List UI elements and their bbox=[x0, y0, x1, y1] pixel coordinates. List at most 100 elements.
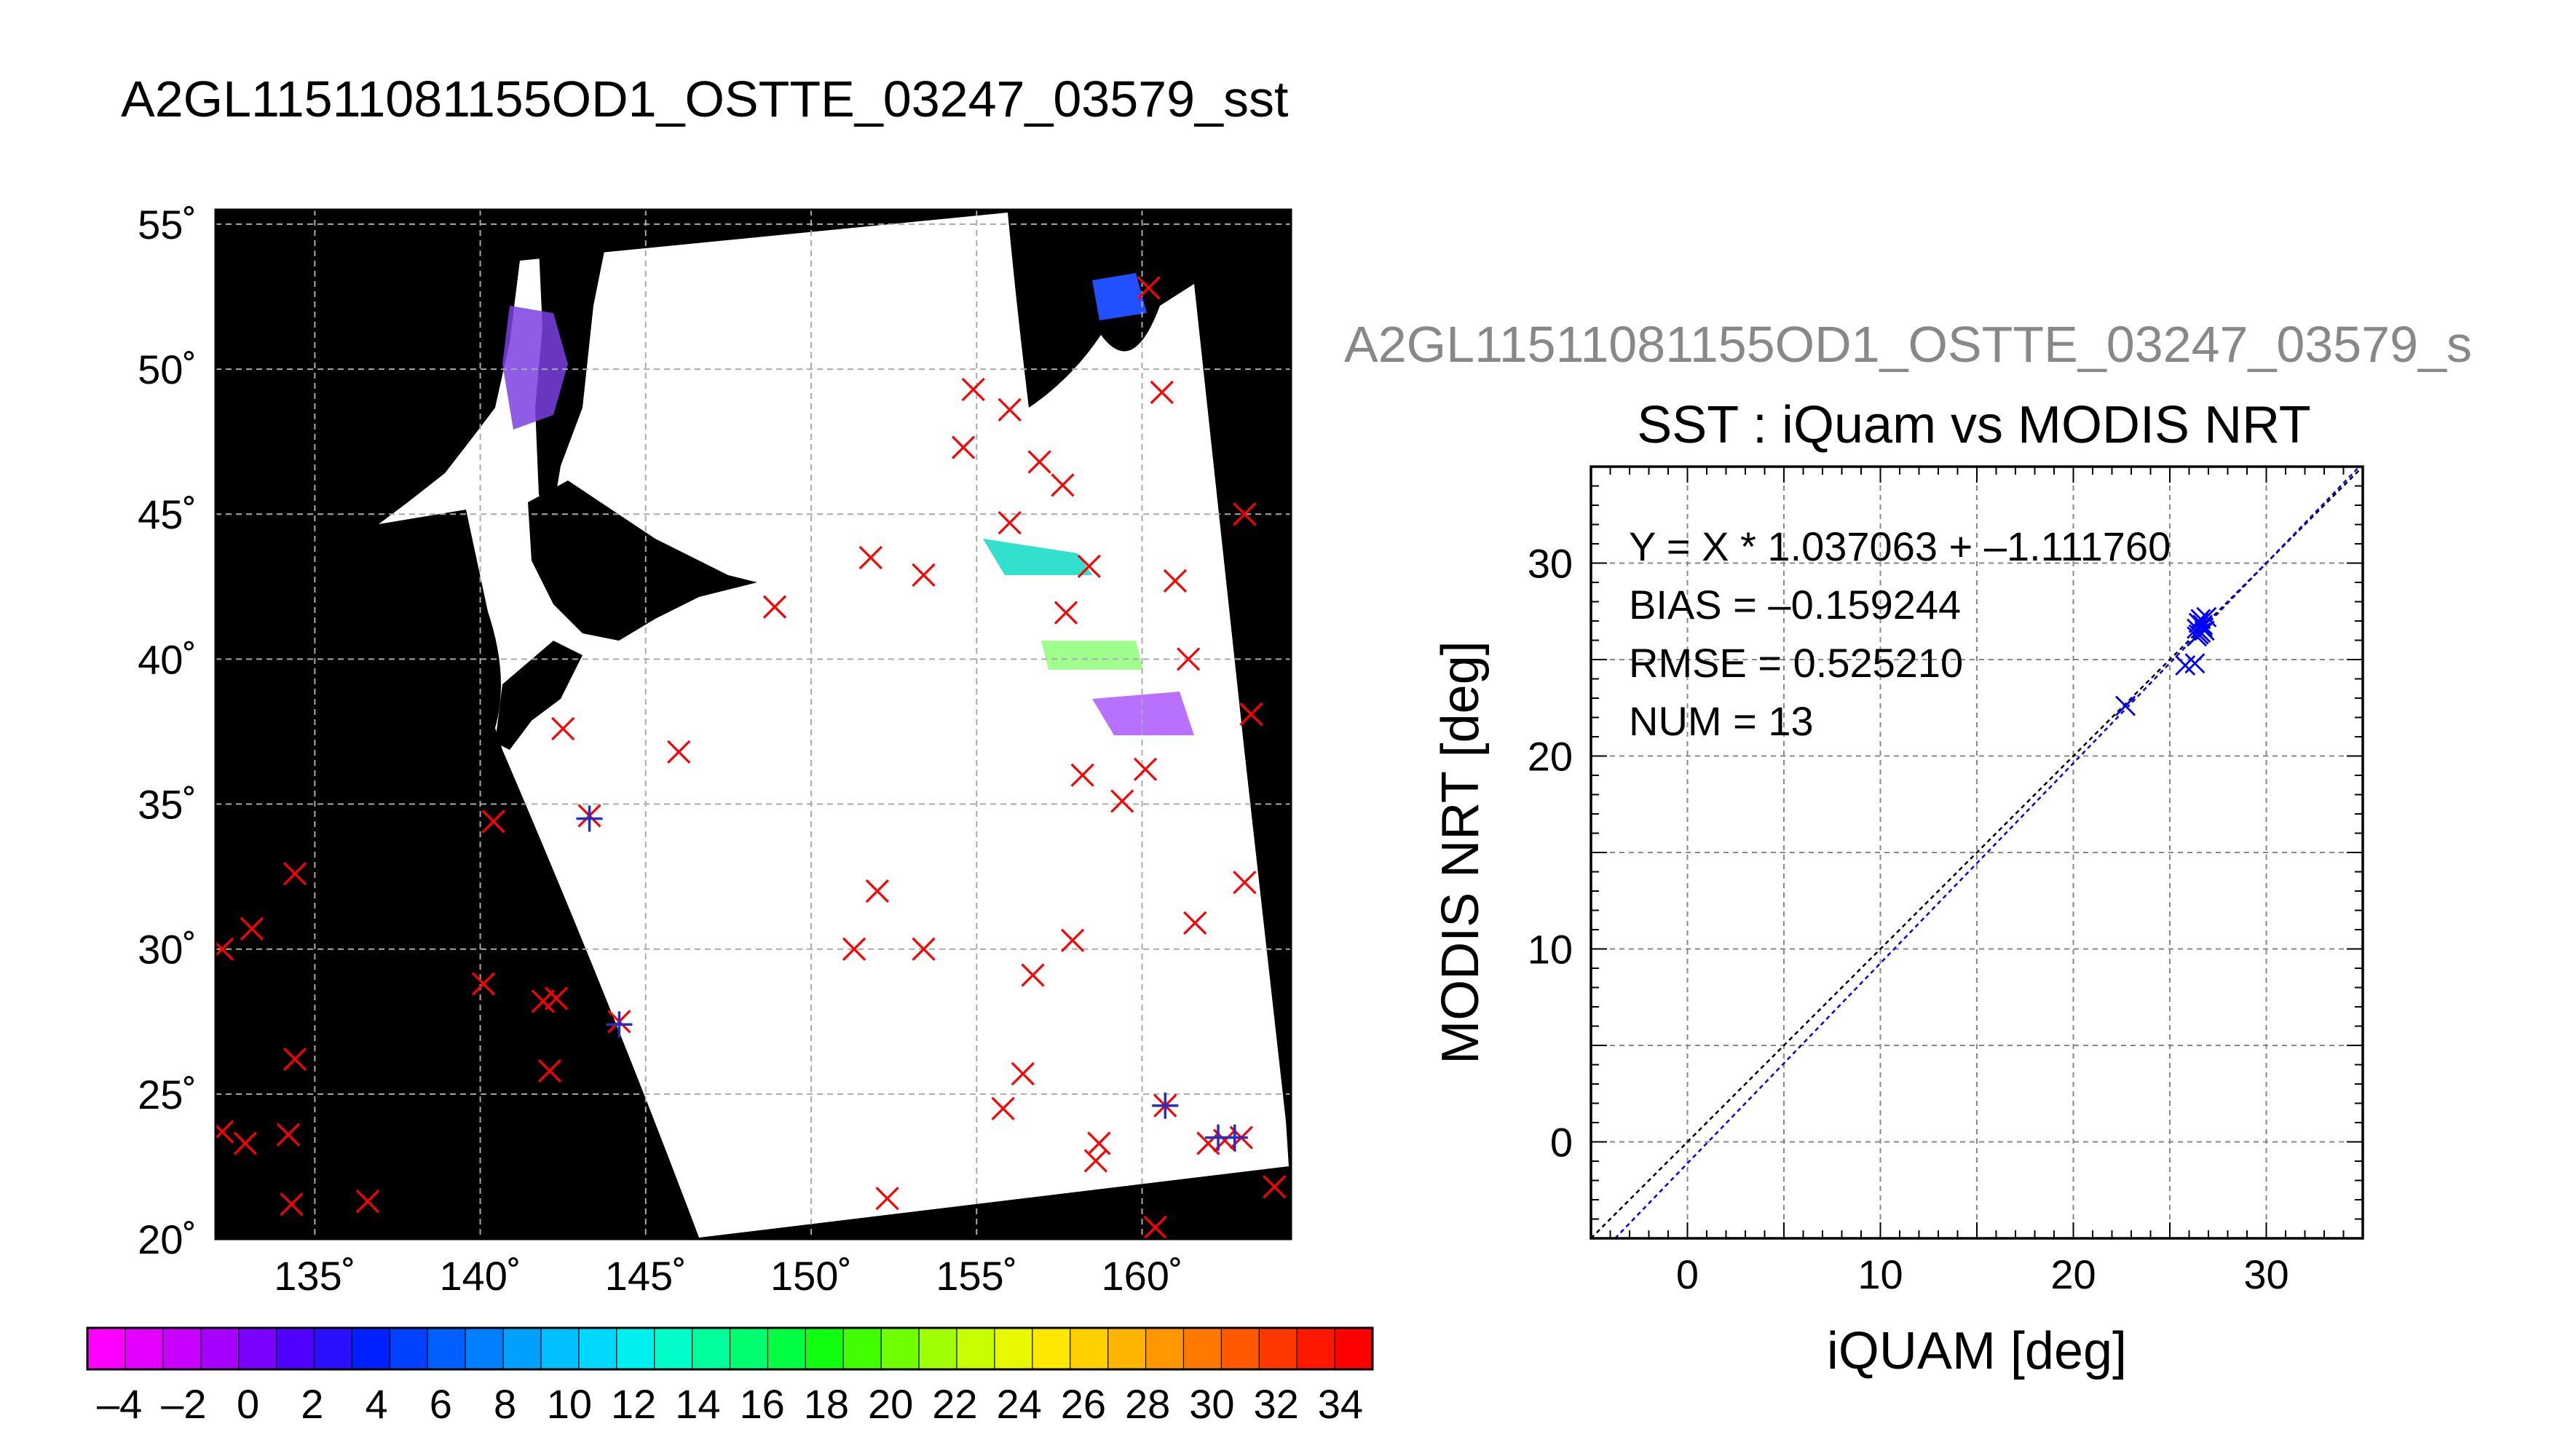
iquam-point-marker bbox=[216, 937, 234, 961]
colorbar-tick-label: 0 bbox=[237, 1381, 259, 1427]
colorbar-cell bbox=[805, 1328, 844, 1369]
iquam-point-marker bbox=[1143, 1215, 1167, 1239]
colorbar-cell bbox=[238, 1328, 277, 1369]
colorbar-cell bbox=[616, 1328, 655, 1369]
colorbar-tick-label: 30 bbox=[1189, 1381, 1234, 1427]
iquam-point-marker bbox=[233, 1131, 258, 1155]
colorbar-cell bbox=[730, 1328, 769, 1369]
colorbar-tick-label: 20 bbox=[868, 1381, 913, 1427]
colorbar-tick-label: 14 bbox=[675, 1381, 720, 1427]
hokkaido-land bbox=[528, 480, 757, 641]
iquam-point-marker bbox=[1263, 1175, 1287, 1199]
colorbar-cell bbox=[919, 1328, 957, 1369]
iquam-point-marker bbox=[875, 1187, 899, 1211]
latitude-label: 30˚ bbox=[138, 927, 197, 973]
colorbar-cell bbox=[994, 1328, 1033, 1369]
iquam-point-marker bbox=[1133, 757, 1158, 781]
iquam-point-marker bbox=[276, 1123, 301, 1147]
colorbar-tick-label: 18 bbox=[804, 1381, 849, 1427]
map-title: A2GL11511081155OD1_OSTTE_03247_03579_sst bbox=[121, 71, 1288, 127]
matched-point-marker bbox=[1152, 1092, 1179, 1119]
regression-equation: Y = X * 1.037063 + –1.111760 bbox=[1629, 523, 2171, 569]
colorbar-cell bbox=[692, 1328, 731, 1369]
iquam-point-marker bbox=[1293, 494, 1315, 516]
colorbar-cell bbox=[956, 1328, 995, 1369]
latitude-label: 35˚ bbox=[138, 782, 197, 828]
scatter-x-tick-label: 10 bbox=[1857, 1251, 1903, 1297]
iquam-point-marker bbox=[355, 1190, 380, 1214]
colorbar-cell bbox=[881, 1328, 920, 1369]
longitude-label: 145˚ bbox=[605, 1253, 687, 1299]
colorbar-tick-label: 32 bbox=[1253, 1381, 1298, 1427]
scatter-x-axis-label: iQUAM [deg] bbox=[1827, 1322, 2127, 1380]
colorbar-cell bbox=[276, 1328, 315, 1369]
scatter-points bbox=[2115, 606, 2217, 716]
scatter-y-tick-label: 10 bbox=[1528, 927, 1573, 973]
iquam-point-marker bbox=[1060, 928, 1085, 952]
matched-point-marker bbox=[576, 805, 603, 832]
iquam-point-marker bbox=[667, 740, 691, 764]
honshu-land bbox=[495, 641, 583, 750]
colorbar-cell bbox=[1259, 1328, 1298, 1369]
colorbar-cell bbox=[465, 1328, 504, 1369]
scatter-minor-ticks bbox=[1590, 466, 2364, 1239]
iquam-point-marker bbox=[1163, 569, 1188, 593]
iquam-point-marker bbox=[1011, 1061, 1035, 1086]
latitude-label: 20˚ bbox=[138, 1216, 197, 1262]
scatter-point bbox=[2184, 653, 2205, 674]
scatter-plot-area bbox=[1590, 465, 2364, 1240]
scatter-title: SST : iQuam vs MODIS NRT bbox=[1637, 396, 2311, 454]
colorbar-tick-label: 16 bbox=[739, 1381, 784, 1427]
colorbar-tick-label: 28 bbox=[1125, 1381, 1170, 1427]
colorbar-cell bbox=[314, 1328, 352, 1369]
colorbar-tick-label: 2 bbox=[301, 1381, 323, 1427]
colorbar-tick-label: 22 bbox=[932, 1381, 977, 1427]
iquam-point-marker bbox=[1233, 502, 1257, 526]
iquam-point-marker bbox=[912, 937, 936, 961]
colorbar-cell bbox=[1145, 1328, 1185, 1369]
iquam-point-marker bbox=[481, 810, 505, 834]
longitude-label: 140˚ bbox=[440, 1253, 521, 1299]
colorbar-cell bbox=[540, 1328, 580, 1369]
scatter-file-label: A2GL11511081155OD1_OSTTE_03247_03579_s bbox=[1344, 316, 2472, 373]
latitude-label: 50˚ bbox=[138, 347, 197, 392]
iquam-point-marker bbox=[951, 435, 976, 459]
iquam-point-marker bbox=[1070, 763, 1094, 787]
colorbar-tick-label: 4 bbox=[366, 1381, 388, 1427]
iquam-point-marker bbox=[762, 595, 787, 619]
scatter-point bbox=[2190, 609, 2211, 630]
sst-purple-patch bbox=[502, 306, 568, 430]
scatter-point bbox=[2115, 695, 2136, 716]
scatter-x-tick-label: 0 bbox=[1676, 1251, 1699, 1297]
iquam-point-marker bbox=[280, 1192, 304, 1216]
iquam-point-marker bbox=[998, 397, 1022, 422]
colorbar-cell bbox=[390, 1328, 428, 1369]
sst-blue-patch-ne bbox=[1092, 273, 1147, 320]
iquam-point-marker bbox=[537, 1059, 562, 1083]
iquam-point-marker bbox=[1137, 276, 1161, 300]
statistics-box: Y = X * 1.037063 + –1.111760 BIAS = –0.1… bbox=[1629, 523, 2171, 744]
colorbar-cell bbox=[578, 1328, 617, 1369]
colorbar-tick-label: 6 bbox=[430, 1381, 452, 1427]
iquam-point-marker bbox=[842, 937, 866, 961]
colorbar-cell bbox=[767, 1328, 806, 1369]
iquam-point-marker bbox=[998, 511, 1022, 535]
longitude-label: 150˚ bbox=[770, 1253, 852, 1299]
colorbar-cell bbox=[1107, 1328, 1147, 1369]
colorbar-cell bbox=[1070, 1328, 1109, 1369]
scatter-y-tick-label: 0 bbox=[1550, 1120, 1573, 1166]
iquam-point-marker bbox=[961, 377, 985, 402]
iquam-point-marker bbox=[912, 563, 936, 587]
iquam-point-marker bbox=[858, 545, 882, 570]
colorbar-tick-label: –2 bbox=[161, 1381, 206, 1427]
sst-warm-region bbox=[553, 772, 1289, 1230]
sst-teal-patch bbox=[983, 539, 1092, 575]
colorbar-tick-label: 24 bbox=[996, 1381, 1041, 1427]
colorbar-frame bbox=[86, 1326, 1374, 1371]
iquam-point-marker bbox=[544, 986, 569, 1010]
iquam-point-marker bbox=[1233, 870, 1257, 895]
colorbar-tick-labels: –4 –2 0 2 4 6 8 10 12 14 16 18 20 22 24 26 28 30 32 34 bbox=[97, 1381, 1363, 1427]
scatter-x-tick-label: 30 bbox=[2243, 1251, 2289, 1297]
iquam-point-marker bbox=[216, 1120, 234, 1144]
